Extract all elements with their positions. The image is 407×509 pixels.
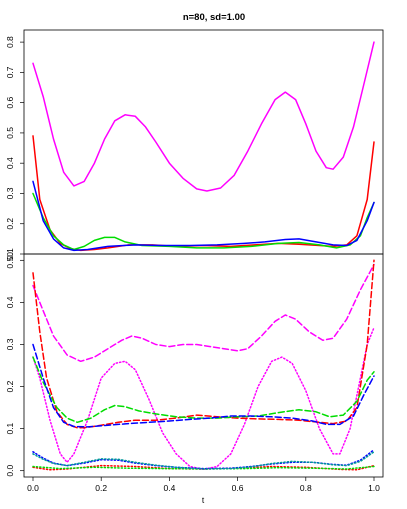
bottom-series-dotted-line [32, 451, 375, 470]
top-ytick-label: 0.1 [5, 248, 15, 260]
bottom-ytick-label: 0.0 [5, 465, 15, 477]
bottom-series-dotted-line [32, 326, 375, 471]
bottom-xtick-label: 0.0 [27, 483, 39, 493]
bottom-ytick-label: 0.4 [5, 296, 15, 308]
top-plot: 0.1 0.2 0.3 0.4 0.5 0.6 0.7 0.8 [5, 36, 375, 260]
bottom-series-dashed-line [32, 259, 375, 429]
bottom-xtick-label: 0.4 [163, 483, 175, 493]
top-series-solid-line [32, 41, 375, 192]
top-ytick-label: 0.8 [5, 36, 15, 48]
top-plot-frame [23, 29, 384, 255]
top-series-solid-line [32, 135, 375, 252]
bottom-series-dashed-line [32, 263, 375, 363]
bottom-xtick-label: 0.8 [300, 483, 312, 493]
bottom-xtick-label: 1.0 [368, 483, 380, 493]
top-series-solid-line [32, 192, 375, 251]
top-series-solid-line [32, 180, 375, 252]
bottom-ytick-label: 0.1 [5, 422, 15, 434]
bottom-xtick-label: 0.2 [95, 483, 107, 493]
bottom-plot: 0.0 0.1 0.2 0.3 0.4 0.50 0.0 0.2 0.4 0.6 0.8 1.0 [5, 252, 380, 493]
bottom-ytick-label: 0.2 [5, 380, 15, 392]
top-ytick-label: 0.2 [5, 218, 15, 230]
top-ytick-label: 0.4 [5, 157, 15, 169]
top-ytick-label: 0.5 [5, 127, 15, 139]
bottom-ytick-label: 0.50 [5, 252, 15, 269]
bottom-ytick-label: 0.3 [5, 338, 15, 350]
x-axis-label: t [202, 495, 205, 505]
bottom-plot-frame [23, 253, 384, 478]
chart-title: n=80, sd=1.00 [183, 12, 245, 23]
top-ytick-label: 0.7 [5, 66, 15, 78]
bottom-series-dashed-line [32, 343, 375, 428]
top-ytick-label: 0.3 [5, 187, 15, 199]
bottom-xtick-label: 0.6 [232, 483, 244, 493]
bottom-series-dashed-line [32, 356, 375, 424]
bottom-series-dotted-line [32, 448, 375, 470]
top-ytick-label: 0.6 [5, 96, 15, 108]
